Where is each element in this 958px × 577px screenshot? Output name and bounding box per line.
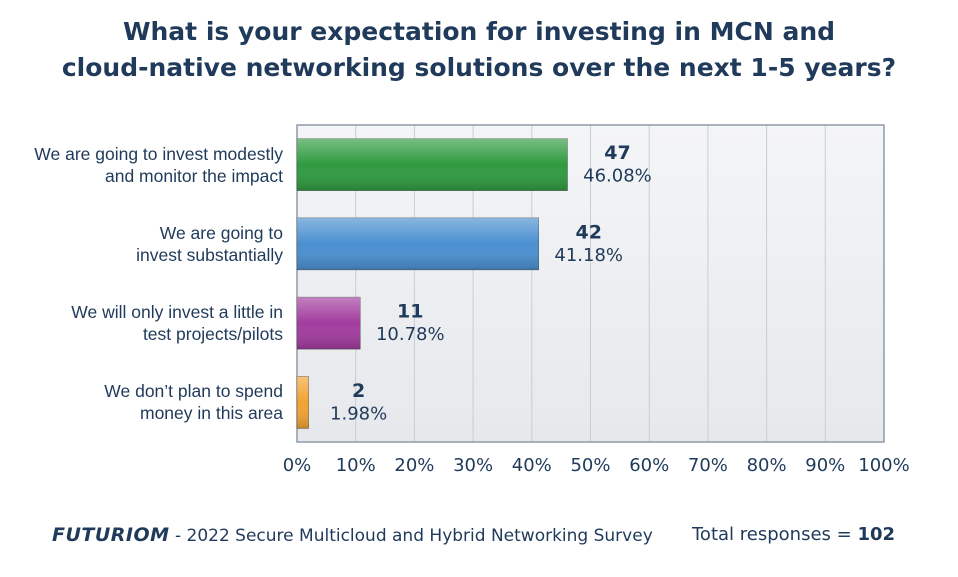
count-label: 47	[604, 142, 630, 164]
value-label: 46.08%	[583, 166, 652, 187]
bar-shade	[297, 217, 539, 270]
x-tick-label: 0%	[283, 455, 312, 476]
x-tick-label: 90%	[805, 455, 845, 476]
y-tick-label: We are going to invest modestly and moni…	[34, 143, 283, 186]
value-label: 1.98%	[330, 403, 387, 424]
bar-shade	[297, 376, 309, 429]
footer-total: Total responses = 102	[692, 524, 895, 545]
x-tick-label: 50%	[570, 455, 610, 476]
value-label: 41.18%	[554, 245, 623, 266]
total-value: 102	[857, 524, 896, 545]
y-tick-label: We are going to invest substantially	[136, 222, 283, 265]
bar-shade	[297, 138, 568, 191]
x-tick-label: 70%	[688, 455, 728, 476]
total-label: Total responses =	[692, 524, 852, 545]
x-tick-label: 40%	[512, 455, 552, 476]
brand: FUTURIOM	[52, 524, 170, 546]
y-tick-label: We will only invest a little in test pro…	[71, 302, 283, 345]
x-tick-label: 100%	[858, 455, 909, 476]
x-tick-label: 30%	[453, 455, 493, 476]
x-tick-label: 80%	[747, 455, 787, 476]
value-label: 10.78%	[376, 324, 445, 345]
footer-source: FUTURIOM - 2022 Secure Multicloud and Hy…	[52, 524, 653, 546]
count-label: 11	[397, 301, 423, 323]
count-label: 42	[576, 221, 602, 243]
x-tick-label: 20%	[394, 455, 434, 476]
source: - 2022 Secure Multicloud and Hybrid Netw…	[174, 526, 653, 546]
chart-title: What is your expectation for investing i…	[61, 17, 897, 82]
y-tick-label: We don’t plan to spend money in this are…	[104, 381, 283, 424]
bar-shade	[297, 297, 361, 350]
plot-frame	[296, 124, 885, 443]
x-tick-label: 60%	[629, 455, 669, 476]
count-label: 2	[352, 380, 365, 402]
x-tick-label: 10%	[336, 455, 376, 476]
